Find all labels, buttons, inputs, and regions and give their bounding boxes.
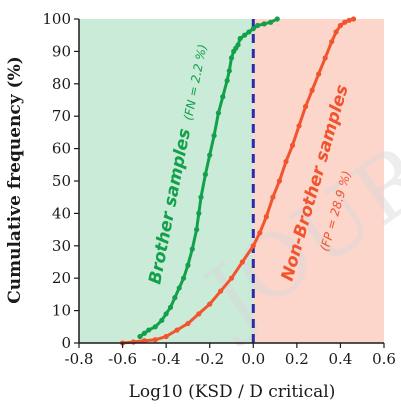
- non-brother-point: [207, 301, 213, 307]
- y-tick-label: 100: [42, 10, 71, 28]
- x-tick-label: 0.2: [285, 350, 309, 368]
- x-tick-label: 0.0: [241, 350, 265, 368]
- brother-point: [159, 317, 165, 323]
- x-axis-title: Log10 (KSD / D critical): [129, 382, 336, 402]
- brother-point: [194, 227, 200, 233]
- brother-point: [261, 21, 267, 27]
- brother-point: [226, 68, 232, 74]
- y-tick-label: 20: [52, 269, 71, 287]
- non-brother-point: [296, 123, 302, 129]
- brother-point: [163, 311, 169, 317]
- non-brother-point: [316, 71, 322, 77]
- brother-point: [196, 210, 202, 216]
- y-axis-title: Cumulative frequency (%): [5, 56, 25, 304]
- brother-point: [137, 333, 143, 340]
- brother-point: [224, 77, 230, 84]
- x-tick-label: -0.2: [195, 350, 224, 368]
- brother-point: [167, 304, 174, 310]
- brother-point: [246, 29, 252, 35]
- non-brother-point: [302, 103, 309, 110]
- brother-point: [176, 285, 182, 291]
- non-brother-point: [270, 194, 276, 200]
- non-brother-point: [141, 338, 147, 344]
- brother-point: [274, 16, 280, 22]
- y-tick-label: 0: [61, 334, 71, 352]
- non-brother-point: [174, 327, 180, 333]
- non-brother-point: [276, 178, 283, 184]
- x-tick-label: -0.4: [152, 350, 181, 368]
- non-brother-point: [185, 320, 191, 327]
- y-tick-labels: 0 10 20 30 40 50 60 70 80 90 100: [42, 10, 71, 352]
- non-brother-point: [196, 311, 202, 317]
- x-tick-label: 0.4: [328, 350, 352, 368]
- brother-series-line: [138, 17, 279, 338]
- non-brother-point: [250, 243, 256, 249]
- non-brother-point: [283, 158, 289, 165]
- non-brother-point: [322, 55, 328, 61]
- non-brother-point: [329, 39, 335, 45]
- non-brother-point: [152, 337, 158, 343]
- non-brother-point: [130, 339, 137, 345]
- brother-point: [198, 194, 204, 200]
- brother-point: [172, 295, 178, 301]
- y-tick-label: 90: [52, 42, 71, 60]
- brother-point: [211, 133, 217, 139]
- non-brother-point: [289, 142, 296, 148]
- brother-point: [207, 152, 213, 158]
- non-brother-point: [333, 29, 339, 35]
- brother-point: [235, 42, 241, 48]
- non-brother-point: [163, 333, 169, 340]
- non-brother-point: [346, 17, 352, 23]
- brother-point: [255, 22, 261, 29]
- non-brother-point: [350, 16, 357, 22]
- brother-point: [180, 275, 187, 281]
- y-tick-label: 10: [52, 302, 71, 320]
- non-brother-point: [228, 275, 235, 281]
- non-brother-point: [218, 288, 224, 294]
- brother-point: [237, 35, 243, 42]
- brother-point: [220, 94, 226, 100]
- y-tick-label: 60: [52, 140, 71, 158]
- non-brother-point: [342, 19, 348, 25]
- brother-point: [185, 262, 191, 268]
- non-brother-point: [309, 87, 315, 93]
- brother-point: [228, 55, 235, 61]
- axes-group: [74, 18, 385, 348]
- brother-point: [250, 26, 256, 32]
- x-tick-label: -0.6: [108, 350, 137, 368]
- brother-point: [152, 324, 158, 330]
- brother-point: [268, 19, 274, 25]
- non-brother-point: [337, 22, 344, 29]
- brother-point: [202, 171, 208, 178]
- brother-point: [189, 246, 195, 252]
- x-tick-label: 0.6: [372, 350, 396, 368]
- x-tick-labels: -0.8 -0.6 -0.4 -0.2 0.0 0.2 0.4 0.6: [65, 350, 396, 368]
- non-brother-point: [239, 259, 245, 265]
- non-brother-point: [263, 214, 269, 220]
- y-tick-label: 50: [52, 172, 71, 190]
- brother-point: [215, 110, 222, 116]
- series-group: [119, 16, 357, 346]
- y-tick-label: 80: [52, 75, 71, 93]
- non-brother-point: [257, 230, 263, 236]
- y-tick-label: 70: [52, 107, 71, 125]
- x-tick-label: -0.8: [65, 350, 94, 368]
- y-tick-label: 40: [52, 204, 71, 222]
- brother-point: [146, 327, 152, 333]
- brother-point: [141, 330, 147, 336]
- y-tick-label: 30: [52, 237, 71, 255]
- brother-point: [241, 32, 248, 38]
